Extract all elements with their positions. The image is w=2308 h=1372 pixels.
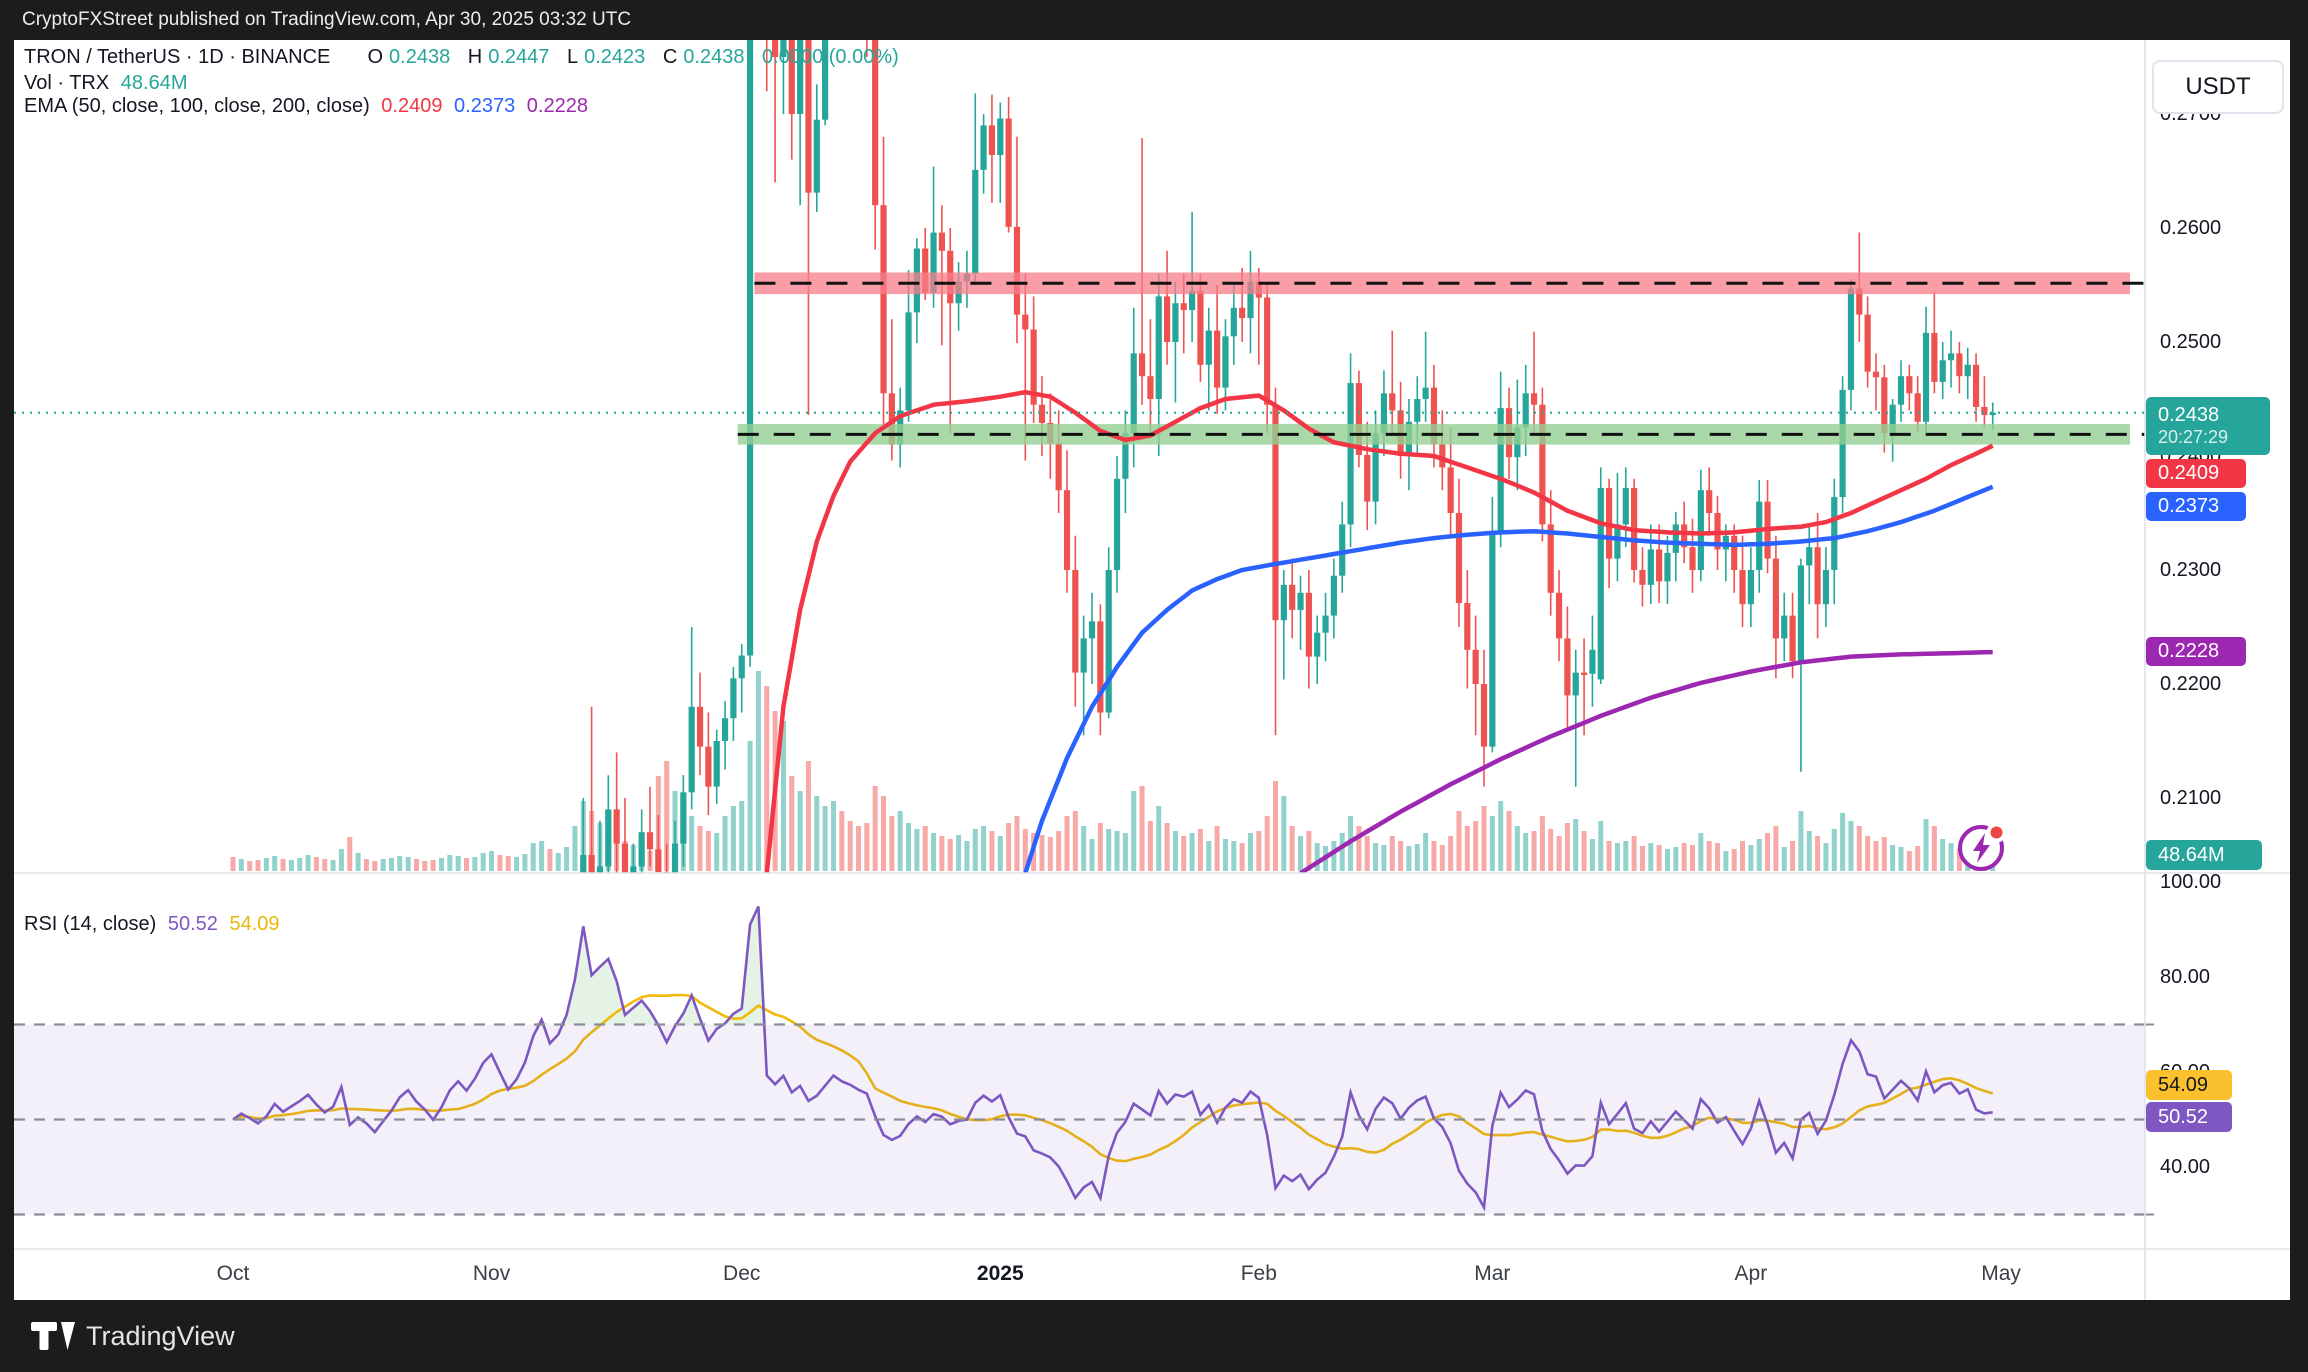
ema200-price-badge: 0.2228 bbox=[2146, 637, 2246, 666]
symbol-legend: TRON / TetherUS · 1D · BINANCE O 0.2438 H… bbox=[24, 46, 905, 69]
rsi-axis-label: 100.00 bbox=[2160, 871, 2222, 893]
rsi-ma-value: 54.09 bbox=[229, 913, 280, 935]
ohlc-open-label: O 0.2438 bbox=[367, 46, 451, 68]
bar-countdown: 20:27:29 bbox=[2158, 427, 2229, 447]
time-axis-label: May bbox=[1981, 1262, 2021, 1285]
price-axis-label: 0.2500 bbox=[2160, 331, 2222, 353]
volume-badge: 48.64M bbox=[2146, 840, 2262, 870]
ohlc-close-label: C 0.2438 bbox=[662, 46, 745, 68]
ohlc-high-label: H 0.2447 bbox=[467, 46, 550, 68]
time-axis-label: Oct bbox=[216, 1262, 250, 1285]
last-price-badge: 0.2438 20:27:29 bbox=[2146, 397, 2270, 455]
price-axis-label: 0.2300 bbox=[2160, 559, 2222, 581]
price-axis-label: 0.2100 bbox=[2160, 787, 2222, 809]
volume-legend: Vol · TRX 48.64M bbox=[24, 72, 188, 94]
rsi-value: 50.52 bbox=[167, 913, 218, 935]
change-label: 0.0000 (0.00%) bbox=[762, 46, 899, 68]
ohlc-low-label: L 0.2423 bbox=[566, 46, 646, 68]
tradingview-logo[interactable]: TradingView bbox=[30, 1321, 235, 1352]
ema50-value: 0.2409 bbox=[381, 95, 443, 117]
time-axis-label: Apr bbox=[1734, 1262, 1768, 1285]
time-axis-label: Dec bbox=[723, 1262, 761, 1285]
price-axis-label: 0.2600 bbox=[2160, 217, 2222, 239]
ema-legend: EMA (50, close, 100, close, 200, close) … bbox=[24, 95, 588, 117]
volume-value: 48.64M bbox=[120, 72, 188, 94]
tradingview-logo-icon bbox=[31, 1322, 75, 1350]
rsi-ma-badge: 54.09 bbox=[2146, 1070, 2232, 1100]
tradingview-brand-text: TradingView bbox=[86, 1320, 235, 1351]
ema100-value: 0.2373 bbox=[454, 95, 516, 117]
ema50-price-badge: 0.2409 bbox=[2146, 459, 2246, 488]
time-axis-label: Mar bbox=[1474, 1262, 1511, 1285]
rsi-axis-label: 80.00 bbox=[2160, 966, 2211, 988]
rsi-axis-label: 40.00 bbox=[2160, 1156, 2211, 1178]
rsi-legend: RSI (14, close) 50.52 54.09 bbox=[24, 913, 280, 935]
symbol-title: TRON / TetherUS · 1D · BINANCE bbox=[24, 46, 331, 68]
attribution-bar: CryptoFXStreet published on TradingView.… bbox=[0, 0, 2308, 40]
rsi-badge: 50.52 bbox=[2146, 1102, 2232, 1132]
time-axis-label: Feb bbox=[1240, 1262, 1277, 1285]
time-axis-label: Nov bbox=[472, 1262, 511, 1285]
snapshot-flash-icon[interactable] bbox=[1958, 822, 2007, 871]
footer-bar: TradingView bbox=[0, 1300, 2308, 1372]
time-axis-label: 2025 bbox=[976, 1262, 1024, 1285]
ema200-value: 0.2228 bbox=[526, 95, 588, 117]
price-axis-label: 0.2200 bbox=[2160, 673, 2222, 695]
ema100-price-badge: 0.2373 bbox=[2146, 492, 2246, 521]
currency-toggle-button[interactable]: USDT bbox=[2152, 60, 2284, 114]
